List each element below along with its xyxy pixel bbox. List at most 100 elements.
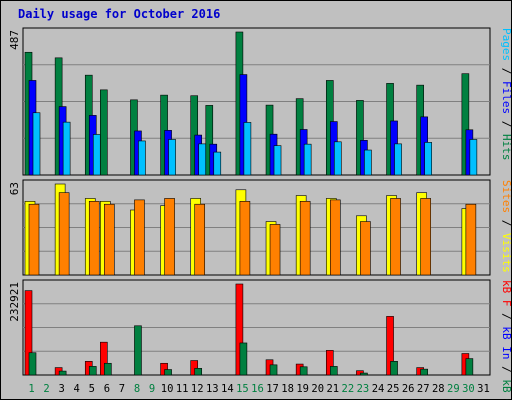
- day-label-11: 11: [176, 383, 189, 395]
- bar-kb-out-day-17: [269, 364, 278, 376]
- bar-pages-day-15: [243, 122, 252, 176]
- bar-kb-out-day-19: [299, 366, 308, 376]
- bar-sites-day-3: [58, 192, 70, 276]
- day-label-1: 1: [28, 383, 34, 395]
- day-label-7: 7: [119, 383, 125, 395]
- bar-pages-day-12: [198, 143, 207, 176]
- day-label-16: 16: [251, 383, 264, 395]
- bar-sites-day-12: [194, 203, 206, 276]
- day-label-21: 21: [326, 383, 339, 395]
- sites-visits-legend: Sites / Visits: [500, 180, 512, 273]
- bar-kb-f-day-6: [100, 341, 108, 376]
- day-label-3: 3: [58, 383, 64, 395]
- day-label-15: 15: [236, 383, 249, 395]
- bar-kb-out-day-1: [28, 352, 37, 376]
- bar-sites-day-17: [269, 224, 281, 276]
- bar-kb-f-day-10: [160, 362, 168, 376]
- bar-sites-day-25: [390, 198, 401, 276]
- bar-kb-f-day-25: [386, 316, 394, 376]
- legend-visits: Visits: [500, 233, 512, 273]
- bar-sites-day-8: [134, 199, 145, 276]
- bar-pages-day-23: [364, 149, 372, 176]
- bar-kb-out-day-27: [420, 368, 428, 376]
- bar-kb-out-day-8: [134, 325, 142, 376]
- legend-pages: Pages: [500, 28, 512, 61]
- bar-pages-day-30: [469, 139, 478, 176]
- bar-kb-f-day-21: [325, 350, 334, 376]
- bar-kb-out-day-12: [194, 368, 203, 376]
- day-label-30: 30: [462, 383, 475, 395]
- day-label-24: 24: [372, 383, 385, 395]
- bar-pages-day-27: [424, 142, 432, 176]
- day-label-17: 17: [266, 383, 279, 395]
- day-label-20: 20: [311, 383, 324, 395]
- day-label-27: 27: [417, 383, 430, 395]
- day-label-25: 25: [387, 383, 400, 395]
- legend-kb-in: kB In: [500, 326, 512, 359]
- day-label-10: 10: [161, 383, 174, 395]
- legend-separator: /: [500, 61, 512, 81]
- bar-sites-day-5: [88, 201, 100, 276]
- day-label-9: 9: [149, 383, 155, 395]
- legend-separator: /: [500, 114, 512, 134]
- day-label-6: 6: [104, 383, 110, 395]
- legend-sites: Sites: [500, 180, 512, 213]
- day-label-18: 18: [281, 383, 294, 395]
- pages-files-hits-legend: Pages / Files / Hits: [500, 28, 512, 161]
- bar-pages-day-5: [92, 134, 101, 176]
- kb-max-label: 232921: [8, 282, 21, 322]
- bar-pages-day-19: [303, 143, 312, 176]
- bar-kb-f-day-1: [24, 290, 33, 376]
- day-label-12: 12: [191, 383, 204, 395]
- bar-kb-f-day-12: [190, 360, 199, 376]
- bar-sites-day-27: [420, 198, 431, 276]
- bar-pages-day-8: [138, 140, 146, 176]
- day-label-5: 5: [89, 383, 95, 395]
- bar-kb-out-day-21: [329, 366, 338, 376]
- bar-sites-day-10: [164, 198, 175, 276]
- day-label-23: 23: [357, 383, 370, 395]
- sites-visits-max-label: 63: [8, 182, 21, 195]
- legend-kb-out: kB Out: [500, 379, 512, 400]
- bar-sites-day-6: [104, 203, 115, 276]
- kb-legend: kB F / kB In / kB Out: [500, 280, 512, 400]
- legend-hits: Hits: [500, 134, 512, 161]
- bar-kb-out-day-25: [390, 361, 398, 376]
- legend-files: Files: [500, 81, 512, 114]
- bar-kb-out-day-30: [465, 358, 474, 376]
- bar-hits-day-23: [356, 100, 364, 176]
- pages-files-hits-max-label: 487: [8, 30, 21, 50]
- bar-kb-out-day-23: [360, 372, 368, 376]
- bar-pages-day-10: [168, 139, 176, 176]
- day-label-14: 14: [221, 383, 234, 395]
- day-label-13: 13: [206, 383, 219, 395]
- bar-sites-day-23: [360, 221, 371, 276]
- legend-kb-f: kB F: [500, 280, 512, 307]
- bar-pages-day-1: [32, 112, 41, 176]
- bar-kb-out-day-15: [239, 342, 248, 376]
- bar-sites-day-19: [299, 201, 311, 276]
- day-label-28: 28: [432, 383, 445, 395]
- bar-pages-day-25: [394, 143, 402, 176]
- bar-kb-out-day-5: [88, 366, 97, 376]
- bar-sites-day-30: [465, 203, 477, 276]
- day-label-29: 29: [447, 383, 460, 395]
- bar-sites-day-15: [239, 201, 251, 276]
- bar-pages-day-13: [213, 151, 222, 176]
- bar-kb-out-day-3: [58, 370, 67, 376]
- bar-hits-day-6: [100, 89, 108, 176]
- bar-pages-day-17: [273, 145, 282, 176]
- bar-kb-out-day-6: [104, 362, 112, 376]
- day-label-26: 26: [402, 383, 415, 395]
- day-label-19: 19: [296, 383, 309, 395]
- bar-pages-day-3: [62, 121, 71, 176]
- bar-sites-day-21: [329, 199, 341, 276]
- bar-kb-f-day-15: [235, 283, 244, 376]
- chart-title: Daily usage for October 2016: [18, 7, 220, 21]
- legend-separator: /: [500, 360, 512, 380]
- bar-hits-day-30: [461, 73, 470, 176]
- bar-sites-day-1: [28, 203, 40, 276]
- day-label-31: 31: [477, 383, 490, 395]
- day-label-2: 2: [43, 383, 49, 395]
